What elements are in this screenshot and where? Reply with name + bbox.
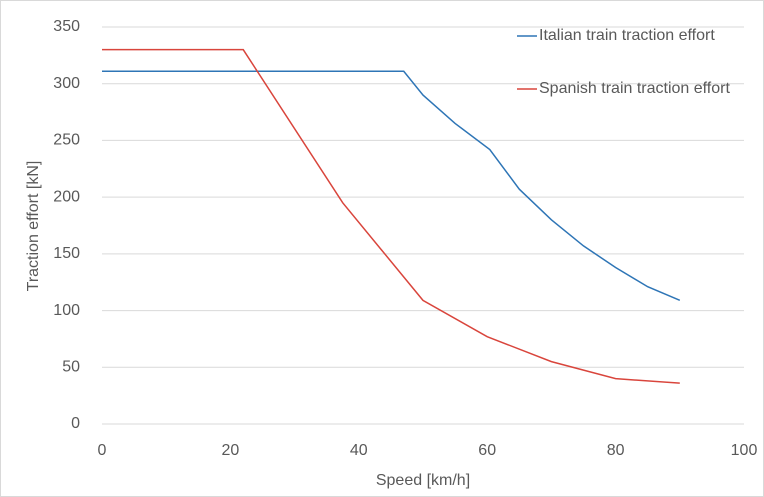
legend-label: Spanish train traction effort	[539, 80, 730, 97]
y-tick-label: 250	[53, 132, 80, 149]
y-axis-label: Traction effort [kN]	[25, 161, 42, 292]
legend-label: Italian train traction effort	[539, 27, 715, 44]
y-tick-label: 150	[53, 245, 80, 262]
x-tick-label: 20	[222, 442, 240, 459]
y-tick-label: 200	[53, 188, 80, 205]
x-tick-label: 80	[607, 442, 625, 459]
x-axis-label: Speed [km/h]	[376, 472, 470, 489]
y-tick-label: 0	[71, 415, 80, 432]
x-tick-label: 100	[731, 442, 758, 459]
x-tick-label: 0	[98, 442, 107, 459]
series-line	[102, 70, 681, 302]
y-tick-label: 50	[62, 359, 80, 376]
y-tick-label: 300	[53, 75, 80, 92]
y-tick-label: 100	[53, 302, 80, 319]
x-tick-label: 60	[478, 442, 496, 459]
y-tick-label: 350	[53, 18, 80, 35]
x-tick-label: 40	[350, 442, 368, 459]
series-line	[102, 48, 680, 384]
